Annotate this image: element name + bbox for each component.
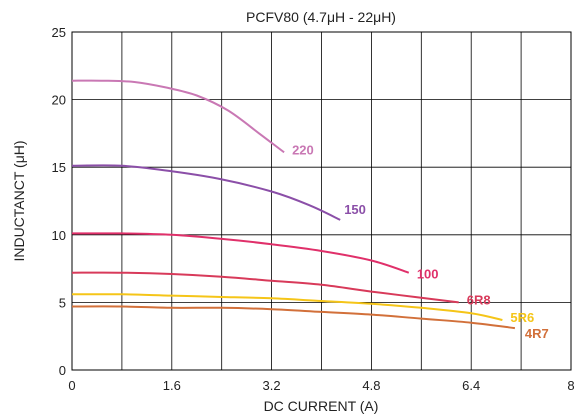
chart-title: PCFV80 (4.7μH - 22μH) xyxy=(246,9,396,25)
tick-labels: 0 1.6 3.2 4.8 6.4 8 0 5 10 15 20 25 xyxy=(52,25,575,393)
y-tick-label: 25 xyxy=(52,25,66,40)
y-axis-label: INDUCTANCT (μH) xyxy=(11,140,27,261)
y-tick-label: 20 xyxy=(52,93,66,108)
x-tick-label: 6.4 xyxy=(462,378,480,393)
y-tick-label: 10 xyxy=(52,228,66,243)
series-label-6r8: 6R8 xyxy=(467,292,491,307)
y-tick-label: 5 xyxy=(59,295,66,310)
series-line-6r8 xyxy=(71,271,459,304)
series-label-5r6: 5R6 xyxy=(510,310,534,325)
series-line-4r7 xyxy=(71,305,516,330)
series-line-220 xyxy=(71,79,285,154)
x-tick-label: 4.8 xyxy=(362,378,380,393)
series-line-100 xyxy=(71,232,410,274)
x-axis-label: DC CURRENT (A) xyxy=(264,398,379,414)
series-line-5r6 xyxy=(71,293,503,321)
series-line-150 xyxy=(71,164,341,221)
series-label-150: 150 xyxy=(344,202,366,217)
x-tick-label: 3.2 xyxy=(263,378,281,393)
y-tick-label: 0 xyxy=(59,363,66,378)
x-tick-label: 8 xyxy=(567,378,574,393)
series-label-220: 220 xyxy=(292,142,314,157)
series-label-4r7: 4R7 xyxy=(525,326,549,341)
series-lines xyxy=(71,79,516,330)
y-tick-label: 15 xyxy=(52,160,66,175)
x-tick-label: 1.6 xyxy=(163,378,181,393)
x-tick-label: 0 xyxy=(68,378,75,393)
series-label-100: 100 xyxy=(417,267,439,282)
